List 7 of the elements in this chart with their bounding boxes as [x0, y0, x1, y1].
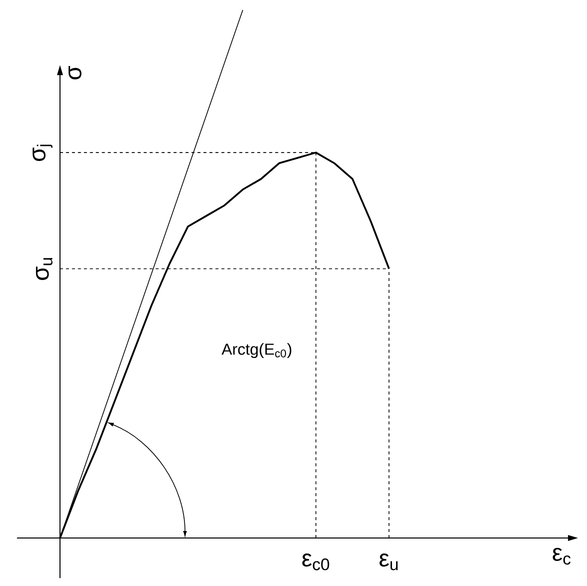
x-tick-label: ε$_{u}$ — [380, 554, 398, 570]
annotation: Arctg(E$_{c0}$) — [222, 343, 292, 358]
text: ε$_{c}$ — [552, 548, 571, 565]
y-axis-title: σ — [68, 66, 82, 80]
x-tick-label: ε$_{c0}$ — [302, 554, 330, 570]
ref-line-label: σ$_{u}$ — [36, 258, 52, 280]
ref-line-label: σ$_{j}$ — [32, 144, 52, 162]
